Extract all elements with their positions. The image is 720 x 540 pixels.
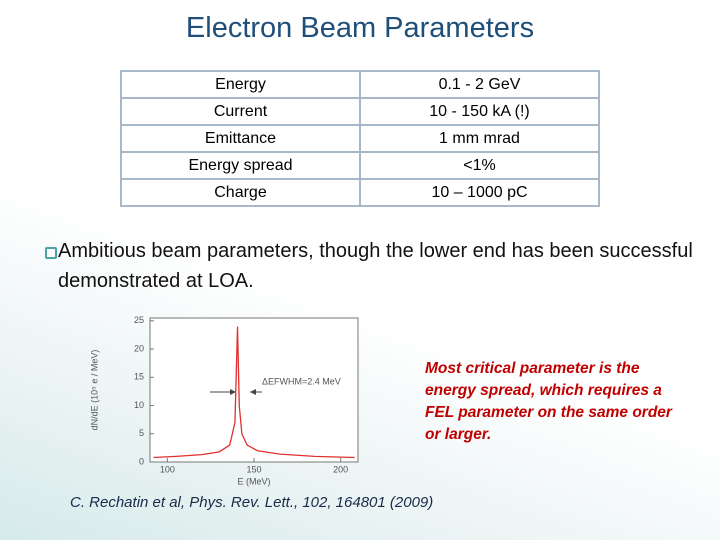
table-row: Energy spread <1% [120,151,600,180]
y-tick-label: 0 [139,456,144,466]
data-line [153,326,355,459]
cell: 10 – 1000 pC [359,178,600,207]
slide-title: Electron Beam Parameters [185,12,535,44]
parameter-table: Energy 0.1 - 2 GeV Current 10 - 150 kA (!)… [120,70,600,207]
cell: <1% [359,151,600,180]
table-row: Charge 10 – 1000 pC [120,178,600,207]
note: Most critical parameter is the energy sp… [425,360,672,443]
x-axis-label: E (MeV) [237,476,270,486]
cell: 10 - 150 kA (!) [359,97,600,126]
y-tick-label: 20 [134,343,144,353]
annotation: ΔEFWHM=2.4 MeV [262,376,341,386]
cell: Current [120,97,361,126]
y-tick-label: 15 [134,372,144,382]
table-row: Energy 0.1 - 2 GeV [120,70,600,99]
annotation-arrow [230,389,236,395]
annotation-arrow [250,389,256,395]
table-row: Current 10 - 150 kA (!) [120,97,600,126]
cell: Energy spread [120,151,361,180]
y-tick-label: 5 [139,428,144,438]
cell: Charge [120,178,361,207]
y-axis-label: dN/dE (10⁵ e / MeV) [89,350,99,431]
y-tick-label: 10 [134,400,144,410]
bullet-text: Ambitious beam parameters, though the lo… [58,240,693,292]
cell: 0.1 - 2 GeV [359,70,600,99]
x-tick-label: 100 [160,464,175,474]
y-tick-label: 25 [134,315,144,325]
citation: C. Rechatin et al, Phys. Rev. Lett., 102… [70,494,434,511]
cell: 1 mm mrad [359,124,600,153]
cell: Emittance [120,124,361,153]
bullet-mark [45,247,57,259]
x-tick-label: 200 [333,464,348,474]
table-row: Emittance 1 mm mrad [120,124,600,153]
cell: Energy [120,70,361,99]
x-tick-label: 150 [246,464,261,474]
